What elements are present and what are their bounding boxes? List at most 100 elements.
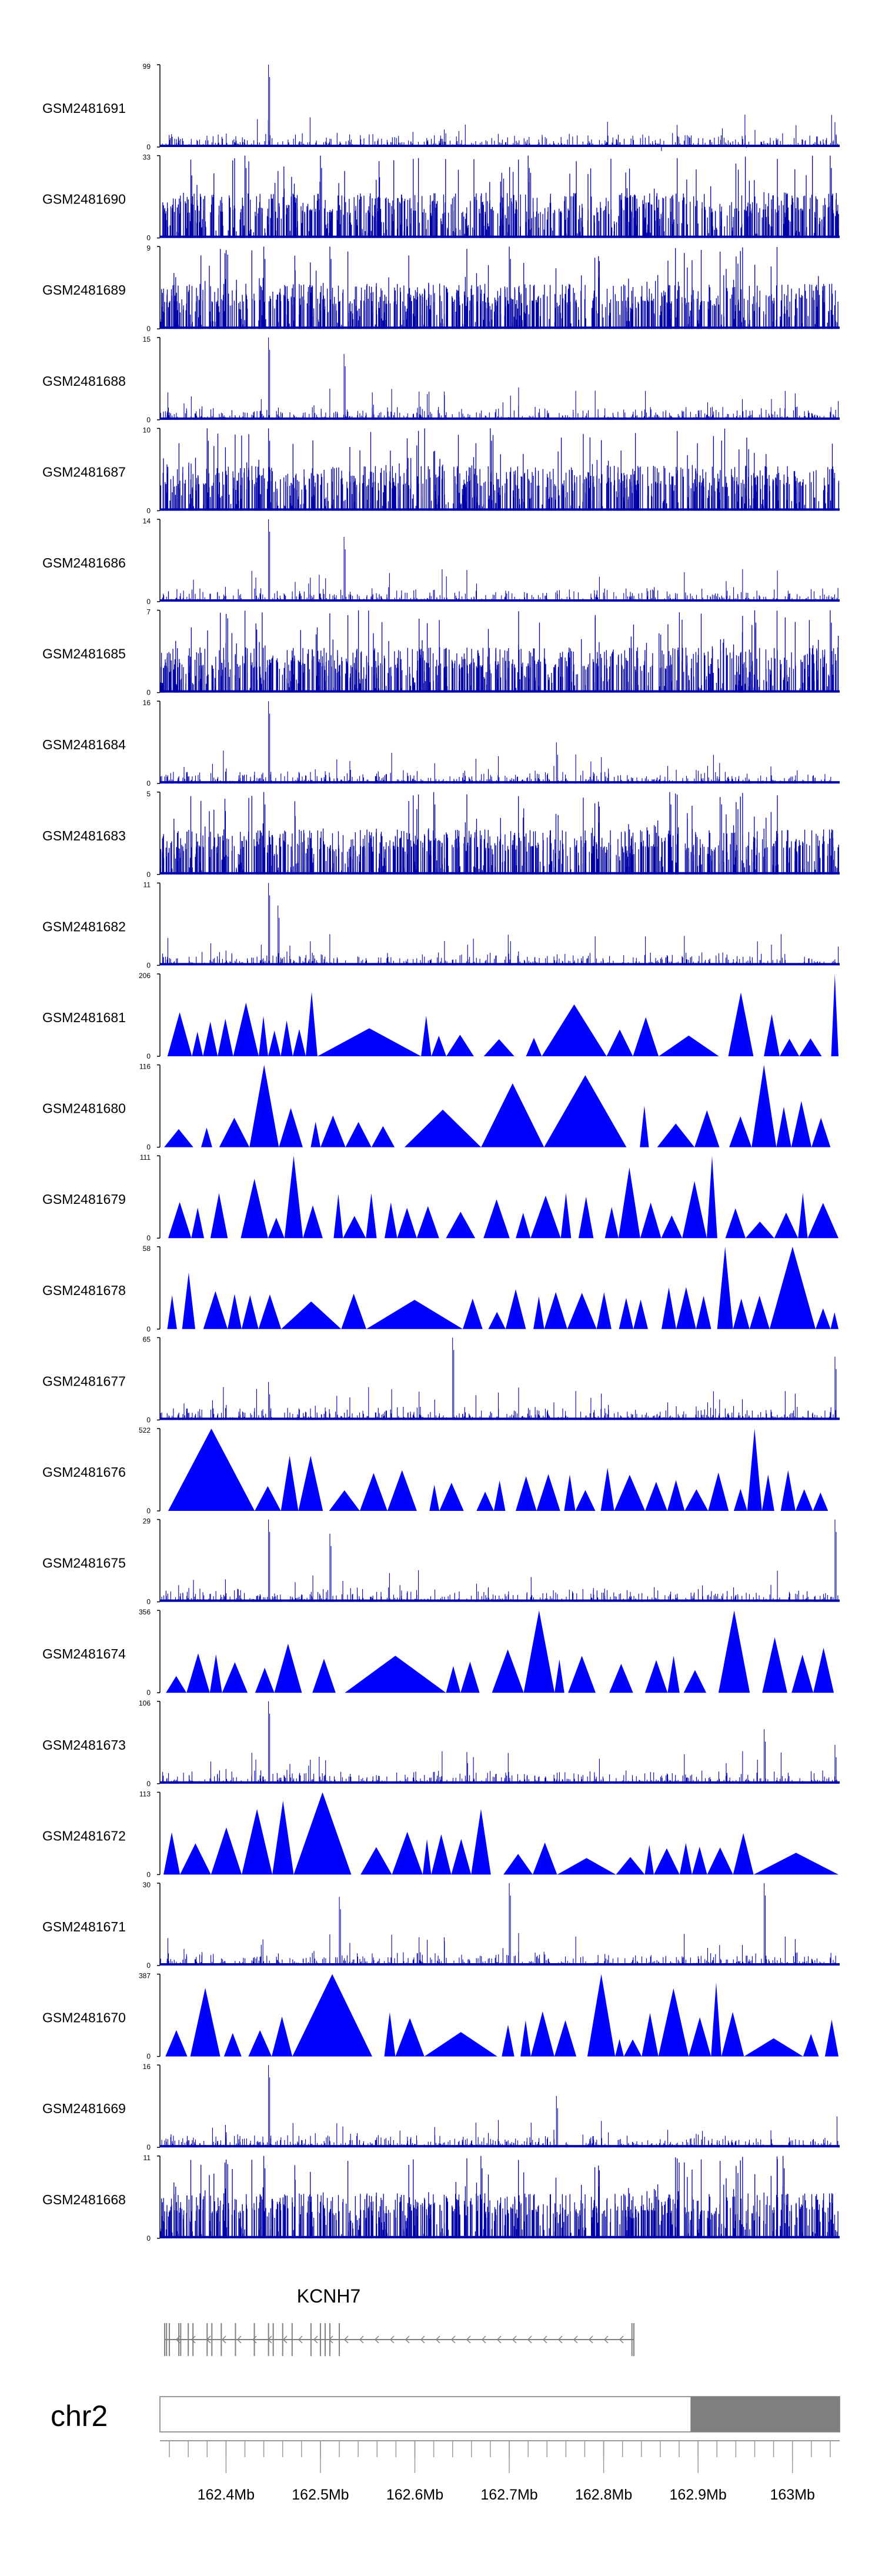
y-min-label: 0: [146, 1689, 151, 1697]
signal-bars: [160, 701, 840, 784]
signal-baseline: [160, 599, 840, 602]
y-min-label: 0: [146, 1870, 151, 1878]
track-GSM2481678: GSM2481678 58 0: [42, 1244, 838, 1333]
axis-tick-label: 162.9Mb: [670, 2487, 727, 2503]
signal-bars: [161, 1701, 837, 1784]
track-GSM2481675: GSM2481675 29 0: [42, 1517, 840, 1606]
strand-arrow: [481, 2335, 486, 2344]
chromosome-ideogram: chr2: [51, 2396, 840, 2432]
signal-bars: [160, 2155, 838, 2238]
strand-arrow: [542, 2335, 547, 2344]
signal-bars: [160, 519, 838, 602]
y-max-label: 11: [143, 2154, 151, 2162]
y-max-label: 16: [143, 699, 151, 707]
signal-tracks: GSM2481691990GSM2481690330GSM248168990GS…: [42, 62, 840, 2243]
y-max-label: 9: [146, 244, 151, 252]
track-GSM2481676: GSM2481676 522 0: [42, 1426, 828, 1515]
signal-bars: [160, 1883, 840, 1966]
track-GSM2481668: GSM2481668 11 0: [42, 2154, 840, 2243]
axis-tick-label: 162.4Mb: [198, 2487, 255, 2503]
strand-arrow: [359, 2335, 364, 2344]
track-GSM2481672: GSM2481672 113 0: [42, 1790, 839, 1878]
track-label: GSM2481681: [42, 1010, 126, 1025]
y-min-label: 0: [146, 506, 151, 515]
track-label: GSM2481690: [42, 192, 126, 207]
track-GSM2481689: GSM2481689 9 0: [42, 244, 840, 333]
signal-baseline: [160, 963, 840, 966]
track-label: GSM2481670: [42, 2010, 126, 2026]
y-min-label: 0: [146, 2234, 151, 2243]
strand-arrow: [603, 2335, 609, 2344]
y-max-label: 7: [146, 608, 151, 616]
y-max-label: 14: [143, 517, 151, 525]
y-min-label: 0: [146, 1325, 151, 1333]
signal-bars: [162, 155, 839, 238]
y-min-label: 0: [146, 1052, 151, 1060]
track-GSM2481681: GSM2481681 206 0: [42, 972, 838, 1060]
strand-arrow: [405, 2335, 410, 2344]
signal-bars: [161, 2065, 839, 2148]
track-label: GSM2481674: [42, 1646, 126, 1661]
strand-arrow: [389, 2335, 395, 2344]
track-label: GSM2481686: [42, 555, 126, 570]
track-GSM2481687: GSM2481687 10 0: [42, 426, 840, 515]
y-min-label: 0: [146, 1416, 151, 1424]
signal-bars: [160, 246, 838, 329]
track-label: GSM2481668: [42, 2192, 126, 2207]
strand-arrow: [343, 2335, 349, 2344]
y-min-label: 0: [146, 1780, 151, 1788]
y-max-label: 5: [146, 790, 151, 798]
strand-arrow: [267, 2335, 272, 2344]
track-label: GSM2481677: [42, 1373, 126, 1389]
track-GSM2481674: GSM2481674 356 0: [42, 1608, 834, 1697]
track-GSM2481684: GSM2481684 16 0: [42, 699, 840, 788]
y-min-label: 0: [146, 1507, 151, 1515]
signal-bars: [160, 337, 839, 420]
strand-arrow: [374, 2335, 379, 2344]
strand-arrow: [557, 2335, 563, 2344]
y-max-label: 356: [139, 1608, 151, 1616]
y-max-label: 15: [143, 335, 151, 343]
track-label: GSM2481676: [42, 1464, 126, 1480]
y-max-label: 30: [143, 1881, 151, 1889]
y-min-label: 0: [146, 1234, 151, 1242]
signal-baseline: [160, 2145, 840, 2148]
track-GSM2481685: GSM2481685 7 0: [42, 608, 840, 697]
strand-arrow: [282, 2335, 288, 2344]
y-max-label: 11: [143, 880, 151, 889]
y-max-label: 99: [143, 62, 151, 71]
strand-arrow: [496, 2335, 502, 2344]
signal-bars: [160, 1337, 840, 1420]
y-min-label: 0: [146, 1598, 151, 1606]
y-max-label: 10: [143, 426, 151, 434]
y-min-label: 0: [146, 870, 151, 879]
chromosome-label: chr2: [51, 2400, 108, 2432]
track-label: GSM2481684: [42, 737, 126, 752]
signal-baseline: [160, 1599, 840, 1602]
strand-arrow: [450, 2335, 456, 2344]
strand-arrow: [175, 2335, 181, 2344]
y-min-label: 0: [146, 416, 151, 424]
strand-arrow: [313, 2335, 318, 2344]
strand-arrow: [573, 2335, 578, 2344]
y-max-label: 106: [139, 1699, 151, 1707]
track-label: GSM2481678: [42, 1283, 126, 1298]
y-max-label: 116: [139, 1063, 151, 1071]
track-GSM2481691: GSM2481691 99 0: [42, 62, 840, 151]
signal-area: [167, 1246, 838, 1329]
y-max-label: 58: [143, 1244, 151, 1253]
y-max-label: 387: [139, 1972, 151, 1980]
axis-tick-label: 162.8Mb: [575, 2487, 632, 2503]
track-label: GSM2481683: [42, 828, 126, 843]
strand-arrow: [298, 2335, 303, 2344]
strand-arrow: [435, 2335, 440, 2344]
y-max-label: 29: [143, 1517, 151, 1526]
signal-area: [163, 1792, 839, 1875]
track-label: GSM2481675: [42, 1556, 126, 1571]
strand-arrow: [252, 2335, 257, 2344]
strand-arrow: [191, 2335, 196, 2344]
signal-area: [166, 1610, 834, 1693]
strand-arrow: [527, 2335, 532, 2344]
track-GSM2481679: GSM2481679 111 0: [42, 1153, 838, 1242]
track-GSM2481677: GSM2481677 65 0: [42, 1335, 840, 1424]
